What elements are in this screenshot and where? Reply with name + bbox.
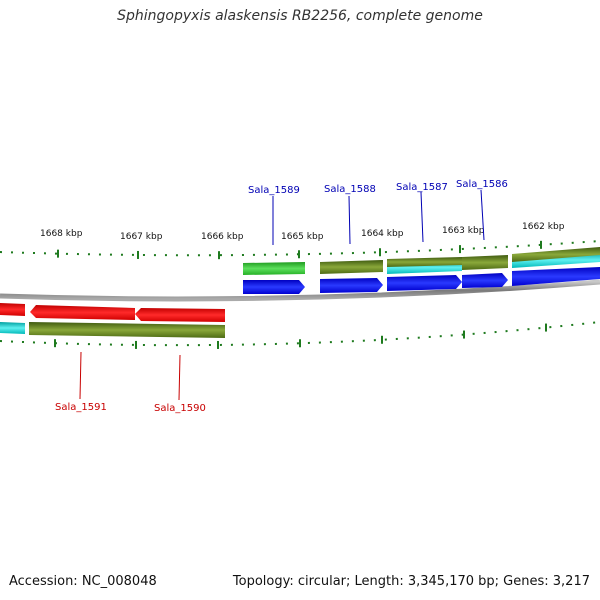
reverse-label-leaders [79, 351, 181, 401]
cds-arrow-sala-1588[interactable] [320, 278, 383, 293]
kbp-label-1665: 1665 kbp [281, 232, 324, 242]
gene-block-sala-1588[interactable] [320, 260, 383, 274]
kbp-label-1668: 1668 kbp [40, 229, 83, 239]
gene-label-sala-1590[interactable]: Sala_1590 [154, 403, 206, 414]
gene-block-prev-cyan[interactable] [0, 322, 25, 334]
forward-gene-track [243, 247, 600, 275]
gene-block-next[interactable] [512, 247, 600, 262]
genome-summary: Topology: circular; Length: 3,345,170 bp… [232, 574, 590, 589]
gene-block-sala-1586[interactable] [462, 255, 508, 270]
accession-text: Accession: NC_008048 [9, 574, 157, 589]
cds-arrow-sala-1591[interactable] [30, 305, 135, 320]
kbp-label-1666: 1666 kbp [201, 232, 244, 242]
genome-backbone [0, 279, 600, 302]
major-ticks [54, 240, 547, 349]
gene-block-sala-1591-1590[interactable] [29, 322, 225, 338]
reverse-cds-track [0, 303, 225, 322]
map-title: Sphingopyxis alaskensis RB2256, complete… [117, 8, 483, 24]
gene-label-sala-1586[interactable]: Sala_1586 [456, 179, 508, 190]
kbp-label-1664: 1664 kbp [361, 229, 404, 239]
cds-arrow-next[interactable] [512, 267, 600, 286]
gene-block-sala-1587[interactable] [387, 257, 462, 267]
gene-label-sala-1587[interactable]: Sala_1587 [396, 182, 448, 193]
cds-arrow-sala-1587[interactable] [387, 275, 462, 291]
cds-arrow-prev[interactable] [0, 303, 25, 316]
cds-arrow-sala-1589[interactable] [243, 280, 305, 294]
cds-arrow-sala-1590[interactable] [135, 308, 225, 322]
forward-label-leaders [272, 189, 485, 245]
kbp-label-1662: 1662 kbp [522, 222, 565, 232]
gene-label-sala-1588[interactable]: Sala_1588 [324, 184, 376, 195]
gene-label-sala-1591[interactable]: Sala_1591 [55, 402, 107, 413]
reverse-gene-track [0, 322, 225, 338]
kbp-label-1667: 1667 kbp [120, 232, 163, 242]
gene-label-sala-1589[interactable]: Sala_1589 [248, 185, 300, 196]
forward-cds-track [243, 267, 600, 294]
cds-arrow-sala-1586[interactable] [462, 273, 508, 288]
gene-block-sala-1589[interactable] [243, 262, 305, 275]
kbp-label-1663: 1663 kbp [442, 226, 485, 236]
